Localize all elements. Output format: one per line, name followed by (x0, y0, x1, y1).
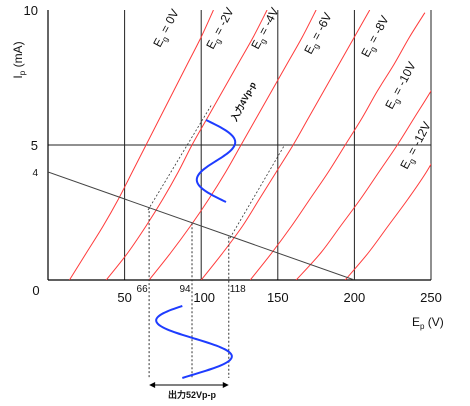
curve-eg-3 (200, 10, 371, 280)
signals (149, 119, 237, 388)
characteristic-curves (48, 10, 431, 280)
output-arrow-right (222, 382, 229, 388)
op-label-66: 66 (137, 284, 149, 295)
curve-label-sub-0: g (160, 35, 170, 43)
x-tick-label-250: 250 (420, 290, 442, 305)
x-tick-label-200: 200 (344, 290, 366, 305)
y-tick-label-5: 5 (31, 138, 38, 153)
y-axis-label-unit: (mA) (11, 41, 25, 70)
curve-eg-5 (295, 90, 431, 280)
x-tick-label-50: 50 (117, 290, 131, 305)
output-signal-label: 出力52Vp-p (168, 389, 217, 400)
curve-label-text-4: = -8V (364, 13, 392, 48)
y-axis-label-sub: p (18, 70, 27, 75)
curve-label-sub-6: g (407, 157, 417, 165)
input-signal-label: 入力4Vp-p (228, 79, 259, 123)
projection-guides (147, 103, 285, 378)
op-label-94: 94 (179, 284, 191, 295)
x-axis-label: Ep (V) (412, 315, 444, 331)
curve-label-sub-5: g (392, 97, 402, 105)
curve-label-sub-2: g (258, 37, 268, 45)
input-guide-left (147, 103, 213, 211)
curve-label-sub-4: g (368, 45, 378, 53)
output-arrow-left (149, 382, 156, 388)
y-annotation-label: 4 (32, 168, 38, 179)
x-axis-label-sub: p (420, 322, 425, 331)
curve-label-5: Eg = -10V (382, 59, 420, 112)
curve-eg-0 (69, 10, 214, 280)
grid (47, 10, 432, 281)
curve-label-sub-1: g (213, 37, 223, 45)
x-axis-label-main: E (412, 315, 420, 329)
op-label-118: 118 (230, 284, 246, 295)
curve-label-text-0: = 0V (156, 7, 182, 39)
x-axis-label-unit: (V) (424, 315, 443, 329)
load-line (48, 171, 355, 280)
x-tick-label-100: 100 (193, 290, 215, 305)
x-tick-label-150: 150 (267, 290, 289, 305)
curve-label-text-6: = -12V (403, 119, 434, 160)
curve-label-6: Eg = -12V (397, 119, 435, 172)
y-axis-label: Ip (mA) (11, 41, 27, 78)
curve-eg-6 (344, 163, 431, 280)
input-guide-right (229, 145, 285, 239)
output-signal-wave (155, 305, 233, 379)
curve-label-1: Eg = -2V (203, 5, 238, 52)
y-tick-label-10: 10 (24, 3, 38, 18)
y-axis-label-main: I (11, 75, 25, 78)
input-signal-wave (195, 119, 237, 203)
curve-eg-1 (105, 10, 268, 280)
curve-eg-4 (249, 12, 426, 280)
curve-label-sub-3: g (311, 42, 321, 50)
curve-label-0: Eg = 0V (150, 7, 183, 51)
curve-label-3: Eg = -6V (301, 10, 336, 57)
x-tick-label-0: 0 (32, 283, 39, 298)
curve-label-text-3: = -6V (307, 10, 335, 45)
curve-eg-2 (148, 10, 317, 280)
